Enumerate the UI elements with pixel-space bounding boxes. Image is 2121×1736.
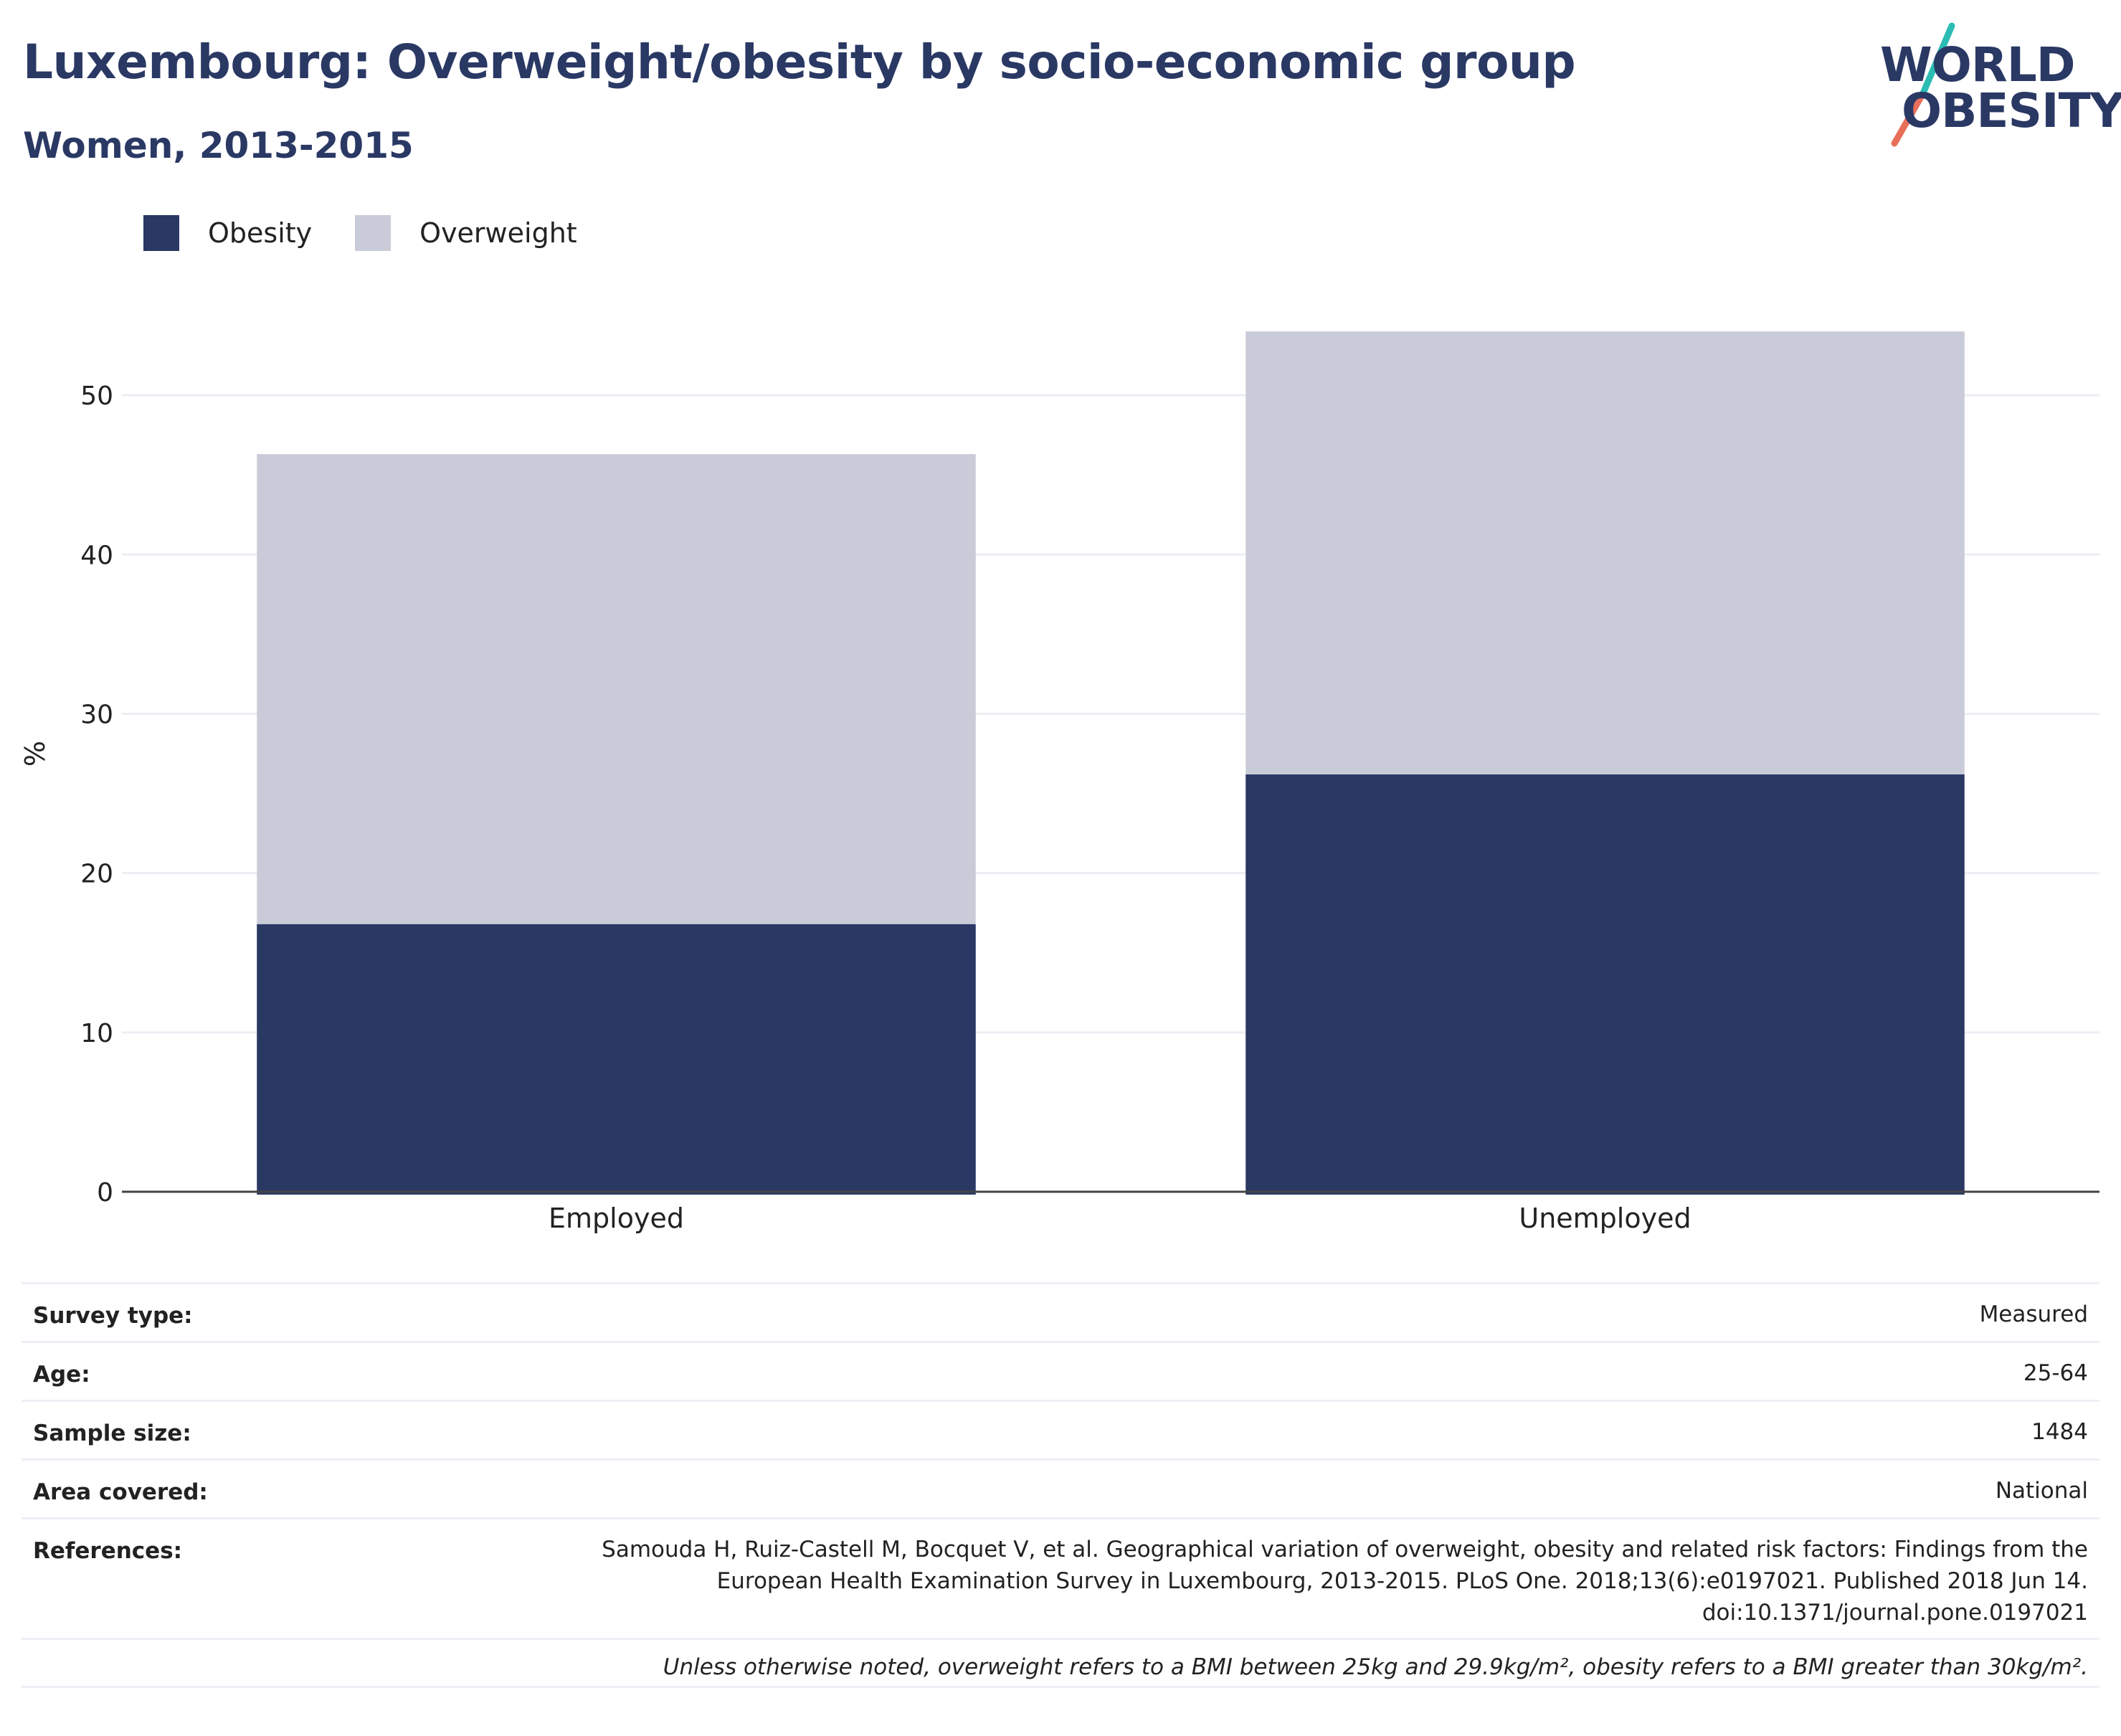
reference-line-1: Samouda H, Ruiz-Castell M, Bocquet V, et… xyxy=(602,1537,2088,1562)
reference-line-2: European Health Examination Survey in Lu… xyxy=(716,1568,2088,1594)
chart-legend: Obesity Overweight xyxy=(143,215,620,251)
chart-title: Luxembourg: Overweight/obesity by socio-… xyxy=(23,34,1576,90)
metadata-table: Survey type: Measured Age: 25-64 Sample … xyxy=(22,1282,2099,1688)
bmi-definition-note: Unless otherwise noted, overweight refer… xyxy=(22,1638,2099,1688)
legend-label-overweight: Overweight xyxy=(419,217,577,249)
bar-overweight-unemployed xyxy=(1245,331,1965,774)
meta-key-survey-type: Survey type: xyxy=(33,1303,193,1329)
meta-row-area-covered: Area covered: National xyxy=(22,1458,2099,1517)
meta-value-references: Samouda H, Ruiz-Castell M, Bocquet V, et… xyxy=(602,1534,2088,1628)
legend-swatch-overweight xyxy=(355,215,392,251)
chart-subtitle: Women, 2013-2015 xyxy=(23,125,414,166)
x-tick-label: Employed xyxy=(549,1203,684,1234)
legend-item-overweight[interactable]: Overweight xyxy=(355,215,577,251)
y-tick-label: 30 xyxy=(80,700,113,729)
meta-key-references: References: xyxy=(33,1538,183,1564)
y-tick-label: 20 xyxy=(80,860,113,889)
logo-line-1: WORLD xyxy=(1880,37,2076,93)
bar-overweight-employed xyxy=(257,454,976,924)
legend-item-obesity[interactable]: Obesity xyxy=(143,215,312,251)
y-tick-label: 40 xyxy=(80,541,113,570)
y-tick-label: 50 xyxy=(80,381,113,411)
meta-key-age: Age: xyxy=(33,1362,90,1388)
stacked-bar-chart: 0 10 20 30 40 50% Employed Unemployed xyxy=(19,331,2099,1234)
meta-key-sample-size: Sample size: xyxy=(33,1420,191,1446)
logo-slash-icon xyxy=(1891,22,1955,147)
meta-value-area-covered: National xyxy=(1995,1478,2088,1504)
bar-obesity-unemployed xyxy=(1245,774,1965,1195)
meta-row-age: Age: 25-64 xyxy=(22,1341,2099,1400)
reference-line-3: doi:10.1371/journal.pone.0197021 xyxy=(1702,1600,2088,1626)
logo-line-2: OBESITY xyxy=(1902,83,2121,138)
legend-label-obesity: Obesity xyxy=(208,217,313,249)
meta-key-area-covered: Area covered: xyxy=(33,1479,208,1505)
meta-row-references: References: Samouda H, Ruiz-Castell M, B… xyxy=(22,1517,2099,1638)
y-tick-label: 0 xyxy=(97,1178,113,1208)
y-axis-label: % xyxy=(19,741,51,767)
bar-obesity-employed xyxy=(257,924,976,1195)
meta-value-age: 25-64 xyxy=(2023,1360,2088,1386)
y-tick-label: 10 xyxy=(80,1019,113,1048)
world-obesity-logo: WORLD OBESITY xyxy=(1864,22,2121,151)
meta-value-survey-type: Measured xyxy=(1979,1301,2088,1327)
meta-row-sample-size: Sample size: 1484 xyxy=(22,1400,2099,1458)
meta-row-survey-type: Survey type: Measured xyxy=(22,1282,2099,1341)
x-tick-label: Unemployed xyxy=(1519,1203,1691,1234)
chart-area: 0 10 20 30 40 50% Employed Unemployed xyxy=(0,287,2121,1248)
legend-swatch-obesity xyxy=(143,215,179,251)
meta-value-sample-size: 1484 xyxy=(2031,1419,2088,1445)
